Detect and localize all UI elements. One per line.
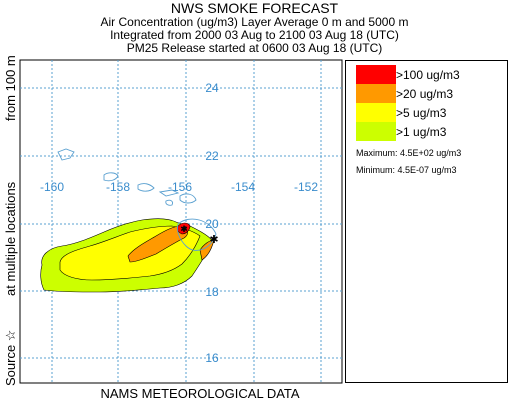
smoke-plume: [40, 218, 215, 293]
legend-swatch-gt5: [356, 103, 396, 122]
legend-swatch-gt20: [356, 84, 396, 103]
island-hawaii: [177, 218, 217, 251]
legend-item-gt20: >20 ug/m3: [356, 84, 506, 103]
island-lanai: [165, 199, 173, 206]
legend-label-gt100: >100 ug/m3: [396, 68, 460, 82]
legend-swatch-gt1: [356, 122, 396, 141]
legend-label-gt20: >20 ug/m3: [396, 87, 454, 101]
lat-label-20: 20: [205, 217, 219, 231]
plume-gt20: [127, 225, 188, 263]
lat-label-22: 22: [205, 149, 219, 163]
lat-labels: 24 22 20 18 16: [205, 81, 219, 365]
lon-label-158: -158: [106, 180, 130, 194]
subtitle-release: PM25 Release started at 0600 03 Aug 18 (…: [126, 41, 383, 55]
lat-label-24: 24: [205, 81, 219, 95]
plume-core: [182, 226, 187, 231]
legend-item-gt100: >100 ug/m3: [356, 65, 506, 84]
locations-label: at multiple locations: [3, 181, 18, 296]
source-star-1: ✱: [209, 234, 218, 246]
lat-label-16: 16: [205, 351, 219, 365]
lon-label-154: -154: [231, 180, 255, 194]
island-kauai: [103, 172, 119, 182]
maximum-value: Maximum: 4.5E+02 ug/m3: [356, 148, 462, 158]
source-label: Source ☆: [3, 329, 18, 386]
island-maui: [179, 193, 197, 204]
source-star-2: ✱: [180, 224, 188, 234]
subtitle-concentration: Air Concentration (ug/m3) Layer Average …: [100, 15, 409, 29]
minimum-value: Minimum: 4.5E-07 ug/m3: [356, 165, 457, 175]
legend-item-gt5: >5 ug/m3: [356, 103, 506, 122]
lon-label-152: -152: [294, 180, 318, 194]
subtitle-integration: Integrated from 2000 03 Aug to 2100 03 A…: [110, 28, 399, 42]
legend-swatch-gt100: [356, 65, 396, 84]
legend-label-gt1: >1 ug/m3: [396, 125, 447, 139]
lat-label-18: 18: [205, 285, 219, 299]
legend-label-gt5: >5 ug/m3: [396, 106, 447, 120]
chart-title: NWS SMOKE FORECAST: [170, 0, 339, 16]
island-molokai: [158, 189, 180, 197]
island-oahu: [137, 183, 155, 192]
height-label: from 100 m: [3, 55, 18, 121]
lon-labels: -160 -158 -156 -154 -152: [40, 180, 318, 194]
source-markers: ✱ ✱: [180, 224, 218, 246]
lon-label-156: -156: [168, 180, 192, 194]
islands: [57, 148, 217, 251]
lon-label-160: -160: [40, 180, 64, 194]
island-niihau: [57, 148, 75, 161]
legend-item-gt1: >1 ug/m3: [356, 122, 506, 141]
legend-panel: >100 ug/m3 >20 ug/m3 >5 ug/m3 >1 ug/m3 M…: [345, 60, 508, 383]
met-data-label: NAMS METEOROLOGICAL DATA: [100, 386, 300, 401]
